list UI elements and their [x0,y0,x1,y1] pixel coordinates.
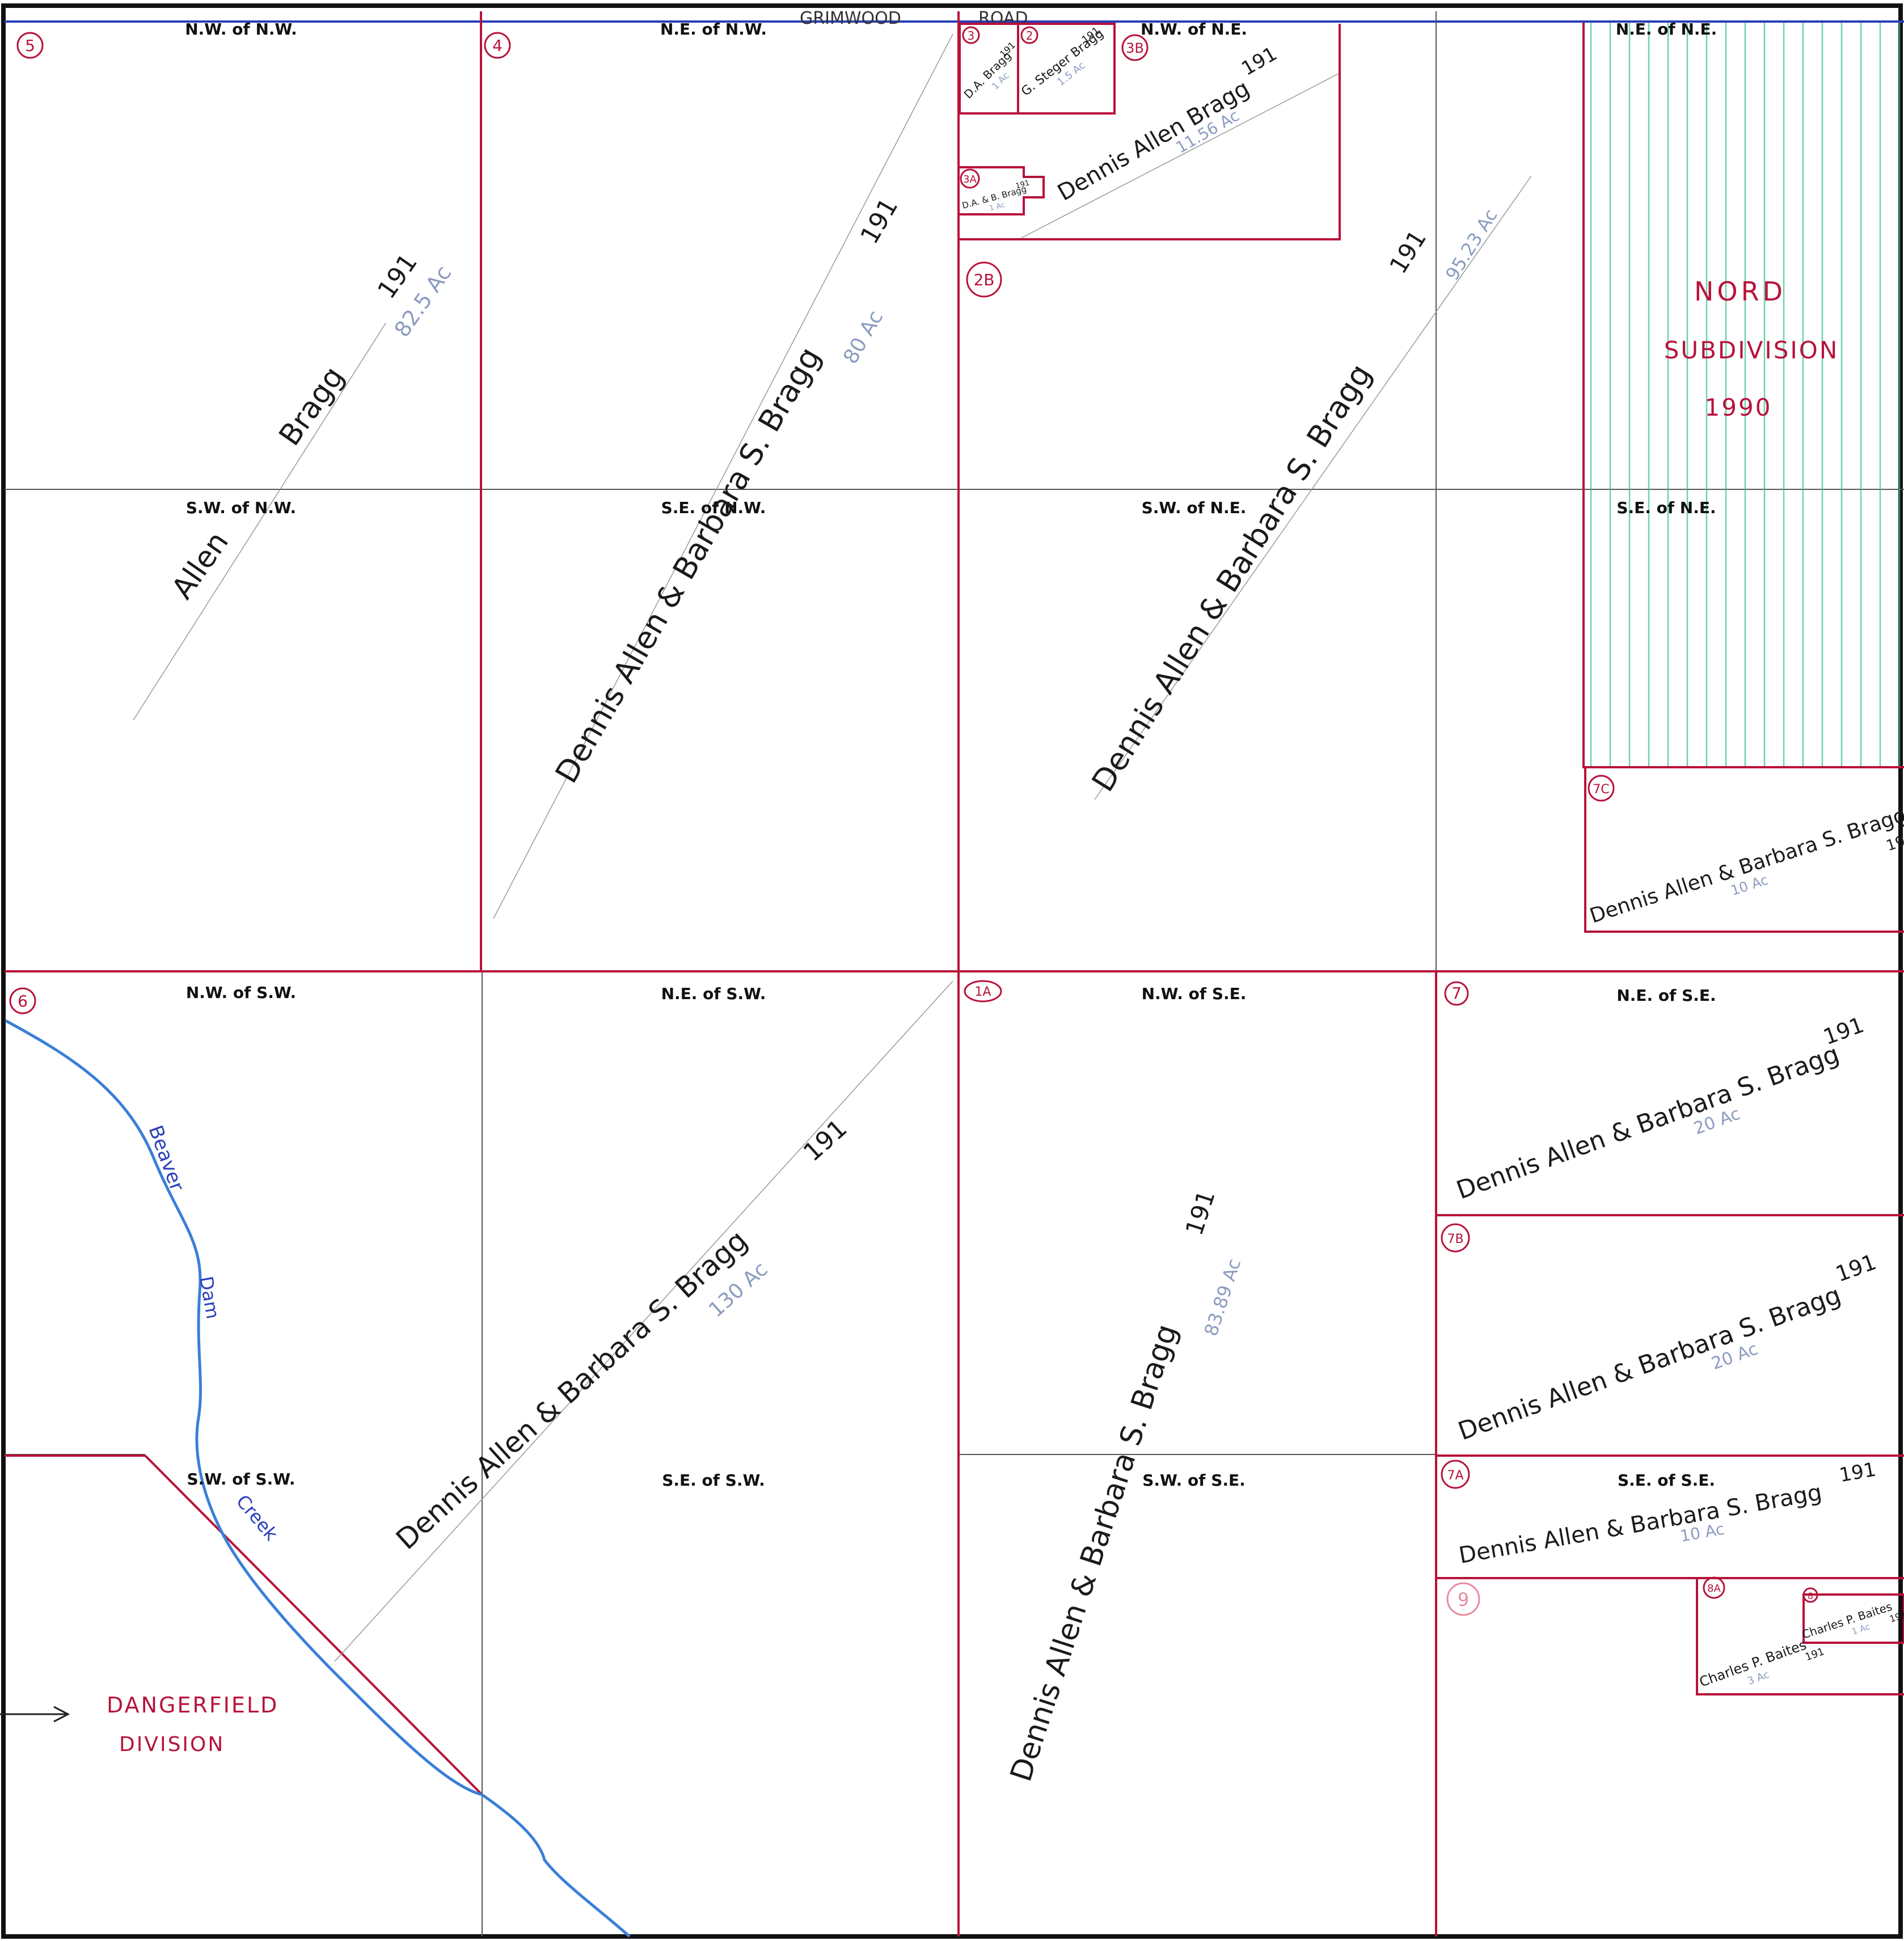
svg-text:Dennis Allen & Barbara S. Brag: Dennis Allen & Barbara S. Bragg [548,341,828,789]
parcel-id-3: 3 [962,26,980,44]
svg-text:191: 191 [855,193,904,249]
parcel-7c-owner: Dennis Allen & Barbara S. Bragg 191 10 A… [1587,804,1904,928]
svg-text:Dennis Allen & Barbara S. Brag: Dennis Allen & Barbara S. Bragg [1004,1320,1184,1786]
svg-text:191: 191 [1180,1187,1221,1238]
svg-text:95.23 Ac: 95.23 Ac [1441,205,1502,284]
quarter-label: S.W. of S.W. [187,1470,295,1488]
quarter-label: N.E. of S.E. [1616,986,1716,1005]
dangerfield-division-label: DANGERFIELD DIVISION [107,1693,278,1756]
quarter-label: S.W. of S.E. [1142,1471,1246,1490]
svg-text:7B: 7B [1447,1232,1463,1246]
quarter-label: S.E. of N.W. [661,498,766,517]
svg-text:Creek: Creek [232,1491,282,1545]
quarter-label: S.E. of S.W. [662,1471,765,1490]
svg-text:191: 191 [1384,225,1432,278]
parcel-4-owner: Dennis Allen & Barbara S. Bragg 191 80 A… [548,193,904,789]
parcel-id-2: 2 [1020,26,1038,44]
svg-text:2: 2 [1026,29,1033,43]
svg-text:DIVISION: DIVISION [119,1733,225,1756]
parcel-id-3a: 3A [960,168,980,189]
svg-text:191: 191 [1238,43,1281,81]
parcel-id-4: 4 [484,32,511,59]
beaver-dam-creek [5,1019,631,1938]
parcel-id-6: 6 [9,987,36,1014]
svg-text:Dennis Allen & Barbara S. Brag: Dennis Allen & Barbara S. Bragg [1085,358,1379,798]
parcel-id-7a: 7A [1441,1460,1470,1489]
svg-text:1 Ac: 1 Ac [989,201,1006,213]
svg-text:191: 191 [1820,1012,1867,1050]
parcel-id-2b: 2B [966,261,1002,298]
parcel-5-owner: Allen Bragg 191 82.5 Ac [165,248,456,605]
svg-text:191: 191 [1833,1249,1880,1287]
quarter-label: N.W. of N.E. [1141,20,1247,39]
quarter-label: S.W. of N.W. [186,498,296,517]
svg-text:7C: 7C [1593,783,1609,797]
svg-text:Dennis Allen & Barbara S. Brag: Dennis Allen & Barbara S. Bragg [1453,1039,1843,1205]
road-name-1: GRIMWOOD [800,9,901,28]
road-name-2: ROAD [978,9,1028,28]
svg-text:191: 191 [1838,1458,1878,1487]
svg-text:83.89 Ac: 83.89 Ac [1200,1256,1246,1339]
nord-subdivision-area [1584,23,1904,767]
parcel-id-8: 8 [1802,1587,1818,1603]
parcel-2b-owner: Dennis Allen & Barbara S. Bragg 191 95.2… [1085,205,1502,798]
svg-text:Dennis Allen & Barbara S. Brag: Dennis Allen & Barbara S. Bragg [1457,1479,1824,1569]
quarter-label: N.W. of N.W. [185,20,297,39]
division-arrow [0,1706,70,1723]
svg-text:3A: 3A [963,174,977,185]
svg-text:3B: 3B [1126,40,1144,56]
svg-text:Dennis Allen & Barbara S. Brag: Dennis Allen & Barbara S. Bragg [1587,804,1904,928]
quarter-label: S.E. of N.E. [1616,498,1716,517]
parcel-7-owner: Dennis Allen & Barbara S. Bragg 191 20 A… [1453,1012,1867,1205]
svg-text:3: 3 [968,29,975,43]
parcel-id-3b: 3B [1121,34,1149,61]
parcel-id-1a: 1A [964,980,1002,1003]
svg-text:5: 5 [25,36,35,55]
svg-text:191: 191 [1015,179,1031,191]
parcel-1a-owner: Dennis Allen & Barbara S. Bragg 191 83.8… [1004,1187,1246,1786]
svg-text:Dennis Allen Bragg: Dennis Allen Bragg [1053,75,1254,206]
pencil-guides [133,33,1532,1662]
parcel-id-8a: 8A [1703,1576,1725,1599]
parcel-id-7c: 7C [1588,775,1615,802]
parcel-id-5: 5 [16,32,44,59]
svg-text:1990: 1990 [1705,394,1772,421]
svg-text:8: 8 [1808,1591,1813,1601]
parcel-boundaries [5,11,1904,1936]
svg-text:DANGERFIELD: DANGERFIELD [107,1693,278,1718]
svg-text:191: 191 [798,1114,853,1167]
svg-text:NORD: NORD [1694,276,1786,307]
svg-text:Dennis Allen & Barbara S. Brag: Dennis Allen & Barbara S. Bragg [390,1224,754,1556]
svg-text:1A: 1A [974,985,991,999]
quarter-label: N.W. of S.E. [1142,984,1247,1003]
svg-text:Beaver: Beaver [144,1122,189,1194]
svg-text:7A: 7A [1447,1469,1463,1483]
quarter-label: N.E. of N.W. [660,20,767,39]
svg-text:9: 9 [1458,1589,1469,1610]
svg-text:Charles P. Baites: Charles P. Baites [1800,1600,1894,1642]
svg-text:SUBDIVISION: SUBDIVISION [1664,336,1839,364]
svg-text:Allen: Allen [165,526,235,605]
nord-subdivision-label: NORD SUBDIVISION 1990 [1664,276,1839,421]
svg-text:Bragg: Bragg [273,361,351,452]
quarter-label: N.W. of S.W. [186,983,296,1002]
quarter-label: N.E. of N.E. [1616,20,1717,39]
quarter-label: S.W. of N.E. [1142,498,1247,517]
svg-text:4: 4 [492,36,503,55]
quarter-label: S.E. of S.E. [1618,1471,1715,1490]
svg-text:Dennis Allen & Barbara S. Brag: Dennis Allen & Barbara S. Bragg [1454,1280,1844,1446]
parcel-6-owner: Dennis Allen & Barbara S. Bragg 191 130 … [390,1114,853,1556]
quarter-label: N.E. of S.W. [661,984,766,1003]
svg-text:6: 6 [18,992,28,1010]
svg-text:7: 7 [1451,984,1462,1003]
svg-text:2B: 2B [973,270,994,289]
parcel-id-9: 9 [1446,1582,1480,1616]
parcel-id-7: 7 [1444,981,1469,1006]
svg-text:80 Ac: 80 Ac [839,307,888,368]
parcel-id-7b: 7B [1441,1223,1470,1253]
parcel-7b-owner: Dennis Allen & Barbara S. Bragg 191 20 A… [1454,1249,1880,1446]
svg-text:8A: 8A [1707,1583,1721,1595]
parcel-id-markers: 5 4 3 2 3B 3A 2B 7C 6 1A 7 7B 7A 9 8A 8 [9,26,1818,1616]
